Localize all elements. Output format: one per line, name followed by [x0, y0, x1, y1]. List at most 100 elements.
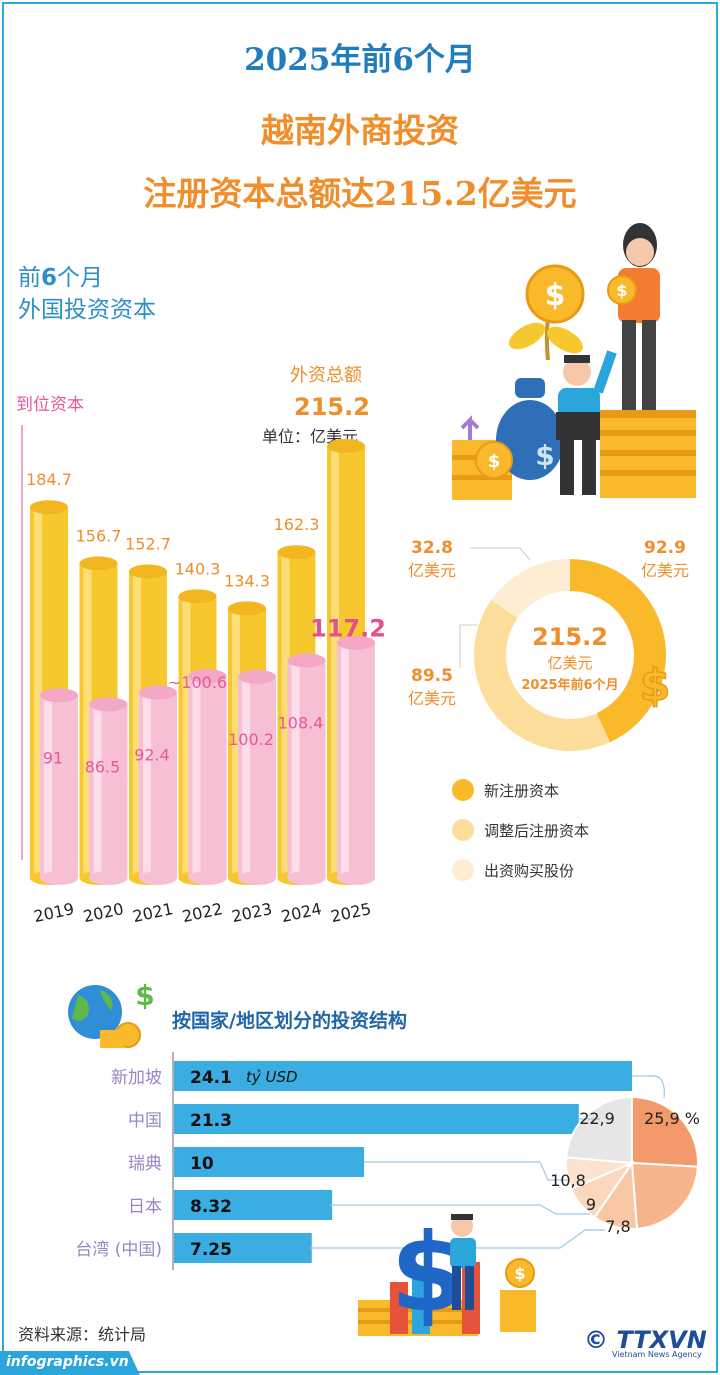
donut-slice-label: 89.5 — [411, 666, 453, 686]
country-bar-row: 新加坡 24.1 tỷ USD — [111, 1061, 632, 1091]
businessman-laptop-icon — [556, 350, 617, 495]
legend-new: 新注册资本 — [452, 779, 559, 801]
country-pie-label: 9 — [586, 1195, 596, 1214]
country-bar-row: 台湾 (中国) 7.25 — [75, 1233, 312, 1263]
registered-bar-top — [79, 556, 118, 571]
registered-value-label: 162.3 — [274, 515, 320, 534]
year-bar-2019: 184.7 91 2019 — [26, 470, 78, 926]
legend-new-swatch — [452, 779, 474, 801]
country-value-label: 8.32 — [190, 1197, 232, 1217]
disbursed-value-label: 100.2 — [228, 730, 274, 749]
disbursed-bar-highlight — [291, 660, 300, 878]
header-line1: 2025年前6个月 — [244, 42, 476, 78]
disbursed-bar-top — [188, 669, 227, 684]
donut-slice-label: 32.8 — [411, 538, 453, 558]
total-value: 215.2 — [294, 393, 370, 421]
section1-subtitle: 前6个月 外国投资资本 — [18, 262, 156, 326]
country-label: 台湾 (中国) — [75, 1240, 162, 1260]
country-bar — [174, 1147, 365, 1177]
country-pie-label: 22,9 — [579, 1109, 615, 1128]
year-tick-label: 2019 — [32, 899, 76, 926]
copyright-mark: © — [584, 1326, 608, 1354]
year-bar-2020: 156.7 86.5 2020 — [76, 526, 128, 926]
disbursed-bar-top — [337, 635, 375, 650]
disbursed-bar-highlight — [143, 692, 151, 878]
cylinder-bar-chart: 184.7912019156.786.52020152.792.42021140… — [26, 439, 386, 926]
country-pie-slice — [631, 1095, 699, 1168]
donut-center-value: 215.2 — [532, 623, 608, 651]
connector-line — [632, 1075, 665, 1099]
registered-value-label: 156.7 — [76, 526, 122, 545]
legend-shares-swatch — [452, 859, 474, 881]
country-value-label: 10 — [190, 1154, 214, 1174]
disbursed-bar-top — [238, 669, 276, 684]
subtitle-line2: 外国投资资本 — [18, 297, 156, 323]
year-tick-label: 2020 — [81, 899, 125, 926]
registered-bar-highlight — [83, 563, 92, 878]
country-value-label: 24.1 — [190, 1068, 232, 1088]
footer-site: infographics.vn — [6, 1354, 129, 1370]
year-tick-label: 2021 — [131, 899, 175, 926]
legend-adjusted: 调整后注册资本 — [452, 819, 589, 841]
disbursed-bar-highlight — [44, 695, 52, 878]
businessman-thumbsup-icon — [450, 1214, 476, 1310]
disbursed-bar-bottom — [89, 871, 128, 885]
investors-illustration: $ $ $ $ — [452, 223, 696, 500]
year-tick-label: 2024 — [279, 899, 323, 926]
header-line2: 越南外商投资 — [261, 111, 459, 150]
country-value-label: 21.3 — [190, 1111, 232, 1131]
connector-line — [310, 1229, 605, 1249]
disbursed-bar-top — [89, 697, 128, 712]
agency-subtitle: Vietnam News Agency — [612, 1350, 702, 1359]
year-tick-label: 2022 — [180, 899, 224, 926]
disbursed-value-label: ~100.6 — [168, 673, 227, 692]
country-bar-row: 中国 21.3 — [128, 1104, 579, 1134]
disbursed-value-label: 91 — [43, 748, 63, 767]
disbursed-label: 到位资本 — [16, 395, 84, 415]
legend-shares: 出资购买股份 — [452, 859, 574, 881]
registered-bar-top — [129, 564, 167, 579]
donut-slice-unit: 亿美元 — [641, 561, 689, 580]
donut-center-unit: 亿美元 — [547, 654, 592, 672]
disbursed-bar-bottom — [337, 871, 375, 885]
year-bar-2024: 162.3 108.4 2024 — [274, 515, 326, 926]
disbursed-bar-bottom — [40, 871, 78, 885]
country-unit-label: tỷ USD — [246, 1068, 298, 1086]
country-label: 日本 — [128, 1197, 162, 1217]
country-bar-chart: 新加坡 24.1 tỷ USD 中国 21.3 瑞典 10 日本 8.32 台湾 (中国) 7.25 — [75, 1052, 632, 1270]
country-bar — [174, 1104, 579, 1134]
footer-bar — [0, 1351, 140, 1375]
country-bar-row: 瑞典 10 — [128, 1147, 365, 1177]
registered-bar-highlight — [182, 596, 191, 878]
connector-line — [330, 1204, 590, 1215]
businesswoman-icon: $ — [607, 223, 660, 410]
source-note: 资料来源：统计局 — [18, 1325, 147, 1344]
dollar-sign-3d-icon: $ $ — [358, 1211, 536, 1336]
header-line3: 注册资本总额达215.2亿美元 — [143, 174, 577, 213]
registered-value-label: 140.3 — [175, 559, 221, 578]
donut-slice-label: 92.9 — [644, 538, 686, 558]
year-bar-2025: 117.2 2025 — [310, 439, 386, 926]
registered-bar-top — [178, 589, 217, 604]
country-bar — [174, 1061, 632, 1091]
disbursed-value-label: 117.2 — [310, 615, 386, 643]
year-tick-label: 2025 — [329, 899, 373, 926]
subtitle-suffix: 个月 — [57, 265, 104, 291]
disbursed-bar-top — [139, 685, 177, 700]
connector-line — [364, 1161, 568, 1181]
registered-bar-highlight — [331, 446, 339, 878]
legend-adjusted-label: 调整后注册资本 — [484, 821, 590, 840]
disbursed-bar-bottom — [139, 871, 177, 885]
disbursed-bar-highlight — [192, 676, 201, 878]
country-section-title: 按国家/地区划分的投资结构 — [172, 1010, 407, 1032]
svg-text:$: $ — [488, 451, 501, 472]
country-pie-label: 25,9 % — [644, 1109, 700, 1128]
donut-center-caption: 2025年前6个月 — [521, 677, 618, 693]
money-bag-icon: $ $ — [460, 378, 564, 480]
country-label: 新加坡 — [111, 1068, 162, 1088]
donut-slice-unit: 亿美元 — [408, 689, 456, 708]
country-pie-slice — [630, 1161, 699, 1230]
donut-slice — [491, 559, 570, 619]
